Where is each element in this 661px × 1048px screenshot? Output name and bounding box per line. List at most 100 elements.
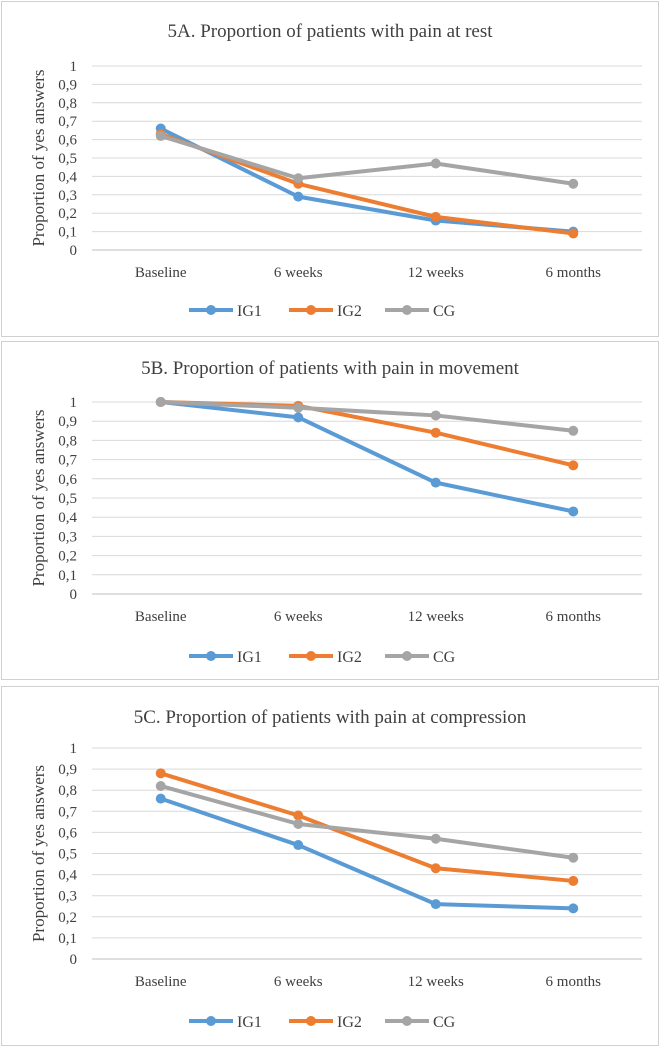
series-line-ig1 xyxy=(158,796,576,911)
legend-item-cg: CG xyxy=(385,649,456,666)
series-line-cg xyxy=(158,400,576,433)
y-tick-label: 0 xyxy=(70,952,78,968)
data-point-ig1 xyxy=(430,477,441,488)
chart-5a-svg: 5A. Proportion of patients with pain at … xyxy=(29,21,642,320)
y-axis-label-5b: Proportion of yes answers xyxy=(29,409,48,586)
y-tick-label: 1 xyxy=(70,395,78,411)
y-tick-label: 0,9 xyxy=(58,414,77,430)
data-point-ig2 xyxy=(430,211,441,222)
data-point-ig1 xyxy=(293,840,304,851)
y-tick-label: 0,8 xyxy=(58,96,77,112)
x-tick-label: Baseline xyxy=(135,974,187,990)
chart-panel-5c: 5C. Proportion of patients with pain at … xyxy=(1,686,659,1046)
data-point-ig2 xyxy=(568,228,579,239)
y-tick-label: 0,7 xyxy=(58,804,77,820)
x-tick-label: Baseline xyxy=(135,609,187,625)
y-tick-label: 0,3 xyxy=(58,529,77,545)
y-tick-label: 0,2 xyxy=(58,910,77,926)
data-point-cg xyxy=(155,397,166,407)
series-line-ig2 xyxy=(158,132,576,236)
x-tick-label: 6 weeks xyxy=(274,609,323,625)
chart-title-5c: 5C. Proportion of patients with pain at … xyxy=(134,707,527,728)
legend-label-ig2: IG2 xyxy=(337,649,362,666)
y-tick-label: 0,8 xyxy=(58,783,77,799)
legend-label-ig2: IG2 xyxy=(337,1014,362,1031)
y-tick-label: 0 xyxy=(70,587,78,603)
legend-marker-ig1 xyxy=(206,1016,216,1026)
data-point-cg xyxy=(155,130,166,141)
chart-5c-svg: 5C. Proportion of patients with pain at … xyxy=(29,707,642,1031)
legend-label-ig1: IG1 xyxy=(237,649,262,666)
legend-item-ig2: IG2 xyxy=(289,303,362,320)
chart-title-5a: 5A. Proportion of patients with pain at … xyxy=(167,21,493,42)
data-point-ig1 xyxy=(293,191,304,202)
data-point-cg xyxy=(568,852,579,863)
y-tick-label: 0,6 xyxy=(58,825,77,841)
data-point-ig1 xyxy=(155,793,166,804)
y-tick-label: 0,1 xyxy=(58,568,77,584)
y-axis-label-5c: Proportion of yes answers xyxy=(29,765,48,942)
legend-label-ig1: IG1 xyxy=(237,303,262,320)
y-tick-label: 1 xyxy=(70,59,78,75)
x-tick-label: 12 weeks xyxy=(408,974,464,990)
y-tick-label: 0,9 xyxy=(58,762,77,778)
y-tick-label: 0 xyxy=(70,243,78,259)
y-tick-label: 0,7 xyxy=(58,114,77,130)
series-line-ig1 xyxy=(158,400,576,514)
x-tick-label: Baseline xyxy=(135,265,187,281)
data-point-ig2 xyxy=(155,768,166,779)
legend-marker-cg xyxy=(402,1016,412,1026)
x-tick-label: 12 weeks xyxy=(408,609,464,625)
data-point-ig1 xyxy=(430,899,441,910)
y-axis-label-5a: Proportion of yes answers xyxy=(29,69,48,246)
legend-item-cg: CG xyxy=(385,303,456,320)
chart-panel-5b: 5B. Proportion of patients with pain in … xyxy=(1,341,659,680)
legend-label-ig1: IG1 xyxy=(237,1014,262,1031)
series-line-ig1 xyxy=(158,126,576,234)
data-point-cg xyxy=(430,158,441,169)
data-point-cg xyxy=(568,425,579,436)
data-point-cg xyxy=(293,818,304,829)
legend-item-ig2: IG2 xyxy=(289,1014,362,1031)
data-point-ig1 xyxy=(568,506,579,517)
y-tick-label: 0,2 xyxy=(58,206,77,222)
y-tick-label: 0,4 xyxy=(58,510,77,526)
y-tick-label: 1 xyxy=(70,741,78,757)
y-tick-label: 0,6 xyxy=(58,472,77,488)
y-tick-label: 0,2 xyxy=(58,549,77,565)
series-line-cg xyxy=(158,783,576,860)
data-point-ig2 xyxy=(293,810,304,821)
series-line-ig2 xyxy=(158,771,576,883)
data-point-cg xyxy=(430,410,441,421)
chart-panel-5a: 5A. Proportion of patients with pain at … xyxy=(1,1,659,337)
legend-item-ig1: IG1 xyxy=(189,649,262,666)
y-tick-label: 0,8 xyxy=(58,433,77,449)
data-point-ig2 xyxy=(568,875,579,886)
y-tick-label: 0,1 xyxy=(58,931,77,947)
legend-marker-ig2 xyxy=(306,1016,316,1026)
legend-item-ig1: IG1 xyxy=(189,303,262,320)
x-tick-label: 12 weeks xyxy=(408,265,464,281)
x-tick-label: 6 months xyxy=(546,609,602,625)
y-tick-label: 0,1 xyxy=(58,225,77,241)
y-tick-label: 0,3 xyxy=(58,889,77,905)
chart-title-5b: 5B. Proportion of patients with pain in … xyxy=(141,358,520,379)
y-tick-label: 0,3 xyxy=(58,188,77,204)
data-point-cg xyxy=(568,178,579,189)
data-point-ig1 xyxy=(293,412,304,423)
legend-label-cg: CG xyxy=(433,1014,456,1031)
legend-item-ig2: IG2 xyxy=(289,649,362,666)
legend-marker-ig1 xyxy=(206,651,216,661)
legend-marker-cg xyxy=(402,651,412,661)
data-point-cg xyxy=(293,173,304,184)
y-tick-label: 0,5 xyxy=(58,151,77,167)
data-point-ig2 xyxy=(430,427,441,438)
chart-5b-svg: 5B. Proportion of patients with pain in … xyxy=(29,358,642,666)
legend-label-ig2: IG2 xyxy=(337,303,362,320)
legend-marker-ig1 xyxy=(206,305,216,315)
legend-item-cg: CG xyxy=(385,1014,456,1031)
legend-marker-ig2 xyxy=(306,651,316,661)
legend-label-cg: CG xyxy=(433,649,456,666)
y-tick-label: 0,9 xyxy=(58,77,77,93)
x-tick-label: 6 weeks xyxy=(274,265,323,281)
